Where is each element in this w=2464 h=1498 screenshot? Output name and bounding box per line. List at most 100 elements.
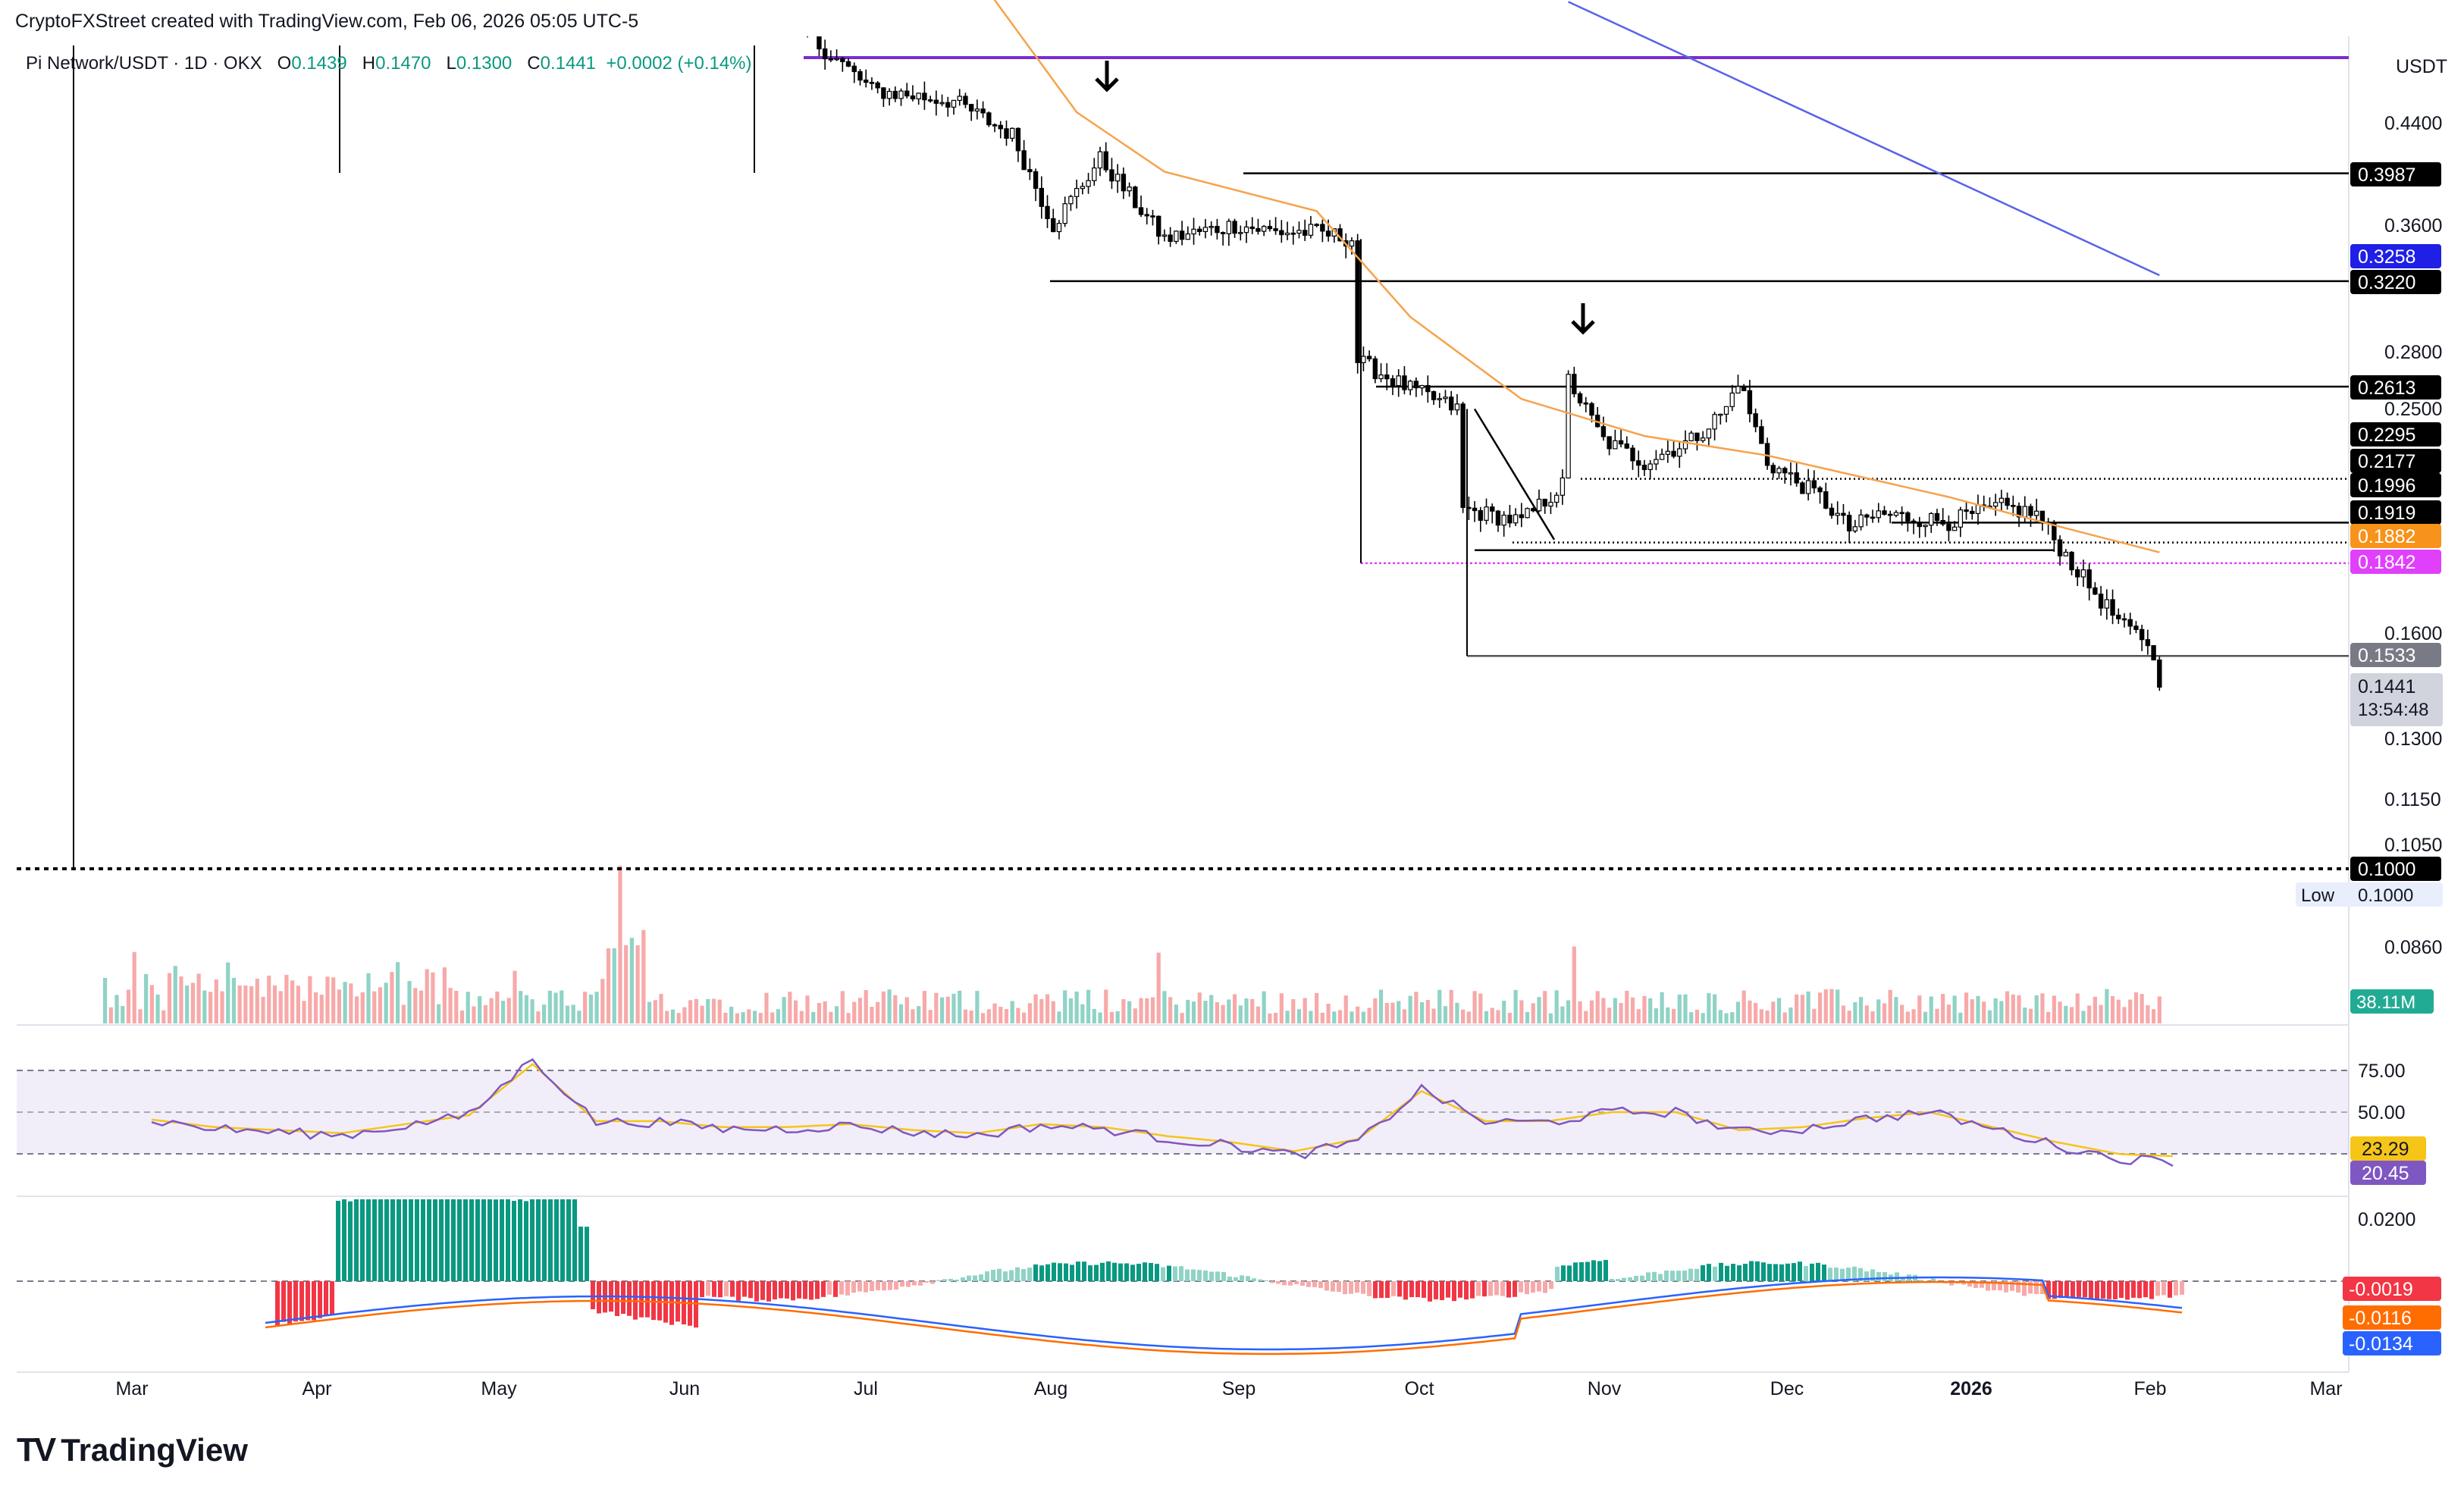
macd-bar (1628, 1277, 1632, 1281)
candle-body-up (1688, 432, 1694, 442)
macd-bar (1967, 1281, 1972, 1287)
volume-bar (1666, 1007, 1670, 1023)
macd-bar (1603, 1259, 1608, 1281)
time-tick-label: 2026 (1950, 1378, 1992, 1399)
volume-bar (1970, 999, 1974, 1023)
macd-bar (397, 1199, 401, 1281)
candle-body-down (1273, 228, 1278, 231)
price-label-bg (2350, 550, 2441, 574)
macd-bar (1858, 1268, 1863, 1281)
macd-bar (870, 1281, 874, 1292)
candle-body-down (2005, 497, 2010, 506)
candle (2034, 498, 2039, 523)
candle (1284, 221, 1290, 240)
candle-body-up (1068, 196, 1074, 205)
candle (1946, 515, 1951, 542)
tradingview-brand[interactable]: TV TradingView (17, 1431, 248, 1469)
macd-bar (791, 1281, 795, 1301)
volume-bar (835, 1006, 839, 1023)
candle (851, 62, 857, 83)
macd-bar (1052, 1262, 1056, 1281)
macd-bar (1276, 1281, 1281, 1284)
candle (1478, 506, 1483, 532)
volume-bar (917, 1006, 921, 1023)
volume-bar (425, 969, 429, 1023)
candle-body-up (1349, 240, 1355, 247)
macd-bar (730, 1281, 735, 1297)
candle-body-down (1917, 522, 1922, 528)
candle (1759, 419, 1764, 444)
volume-bar (811, 1011, 816, 1023)
candle-body-down (927, 99, 933, 102)
candle-body-down (1133, 186, 1138, 208)
candle (1302, 219, 1308, 241)
macd-bar (1986, 1281, 1990, 1291)
volume-bar (1162, 991, 1167, 1023)
macd-bar (518, 1199, 522, 1281)
candle (1981, 495, 1986, 512)
candle (1829, 503, 1835, 519)
candle-body-down (1671, 450, 1676, 457)
macd-bar (1828, 1268, 1832, 1281)
macd-bar (1773, 1264, 1778, 1281)
candle (807, 36, 808, 38)
macd-bar (536, 1199, 541, 1281)
volume-bar (1104, 989, 1108, 1023)
symbol-name[interactable]: Pi Network/USDT · 1D · OKX (26, 53, 262, 74)
volume-bar (114, 995, 119, 1023)
candle (1665, 440, 1671, 463)
volume-bar (1057, 1011, 1061, 1023)
volume-bar (1987, 1010, 1992, 1023)
volume-bar (2110, 995, 2115, 1023)
time-tick-label: Jun (669, 1378, 700, 1399)
candle-body-up (1080, 186, 1086, 190)
candle (1671, 440, 1676, 459)
volume-bar (606, 948, 611, 1023)
volume-bar (1707, 992, 1711, 1023)
macd-bar (1130, 1265, 1135, 1281)
macd-bar (773, 1281, 777, 1300)
candle-body-up (1062, 203, 1067, 224)
candle (1782, 466, 1788, 484)
macd-bar (700, 1281, 704, 1298)
volume-bar (735, 1013, 739, 1023)
macd-bar (1634, 1275, 1638, 1281)
macd-bar (1737, 1265, 1741, 1281)
volume-bar (2105, 989, 2109, 1023)
candle (1992, 494, 1998, 516)
macd-bar (1792, 1263, 1796, 1281)
volume-bar (337, 989, 341, 1023)
volume-bar (898, 1004, 904, 1023)
time-tick-label: Jul (854, 1378, 878, 1399)
candle (764, 0, 768, 12)
price-label-text: 0.2177 (2358, 451, 2415, 472)
candle-body-down (998, 124, 1003, 130)
macd-bar (1622, 1277, 1626, 1281)
candle-body-up (1613, 440, 1618, 450)
macd-bar (979, 1274, 983, 1281)
volume-bar (1748, 1000, 1752, 1023)
candle (1770, 462, 1776, 478)
candle-body-down (992, 124, 998, 127)
volume-bar (1027, 1003, 1032, 1023)
macd-bar (1980, 1281, 1984, 1288)
candle (1858, 509, 1864, 531)
macd-bar (1094, 1265, 1099, 1281)
candle (1155, 215, 1161, 245)
time-axis[interactable]: Mar Apr May Jun Jul Aug Sep Oct Nov Dec 2026 Feb Mar (115, 1378, 2342, 1399)
macd-bar (1415, 1281, 1420, 1298)
volume-bar (1402, 1009, 1407, 1023)
macd-bar (463, 1199, 468, 1281)
volume-bar (296, 986, 300, 1023)
macd-bar (888, 1281, 892, 1290)
volume-bar (173, 966, 177, 1023)
candle (2063, 549, 2068, 556)
volume-bar (1724, 1013, 1729, 1023)
candle-body-up (1361, 356, 1366, 363)
volume-bar (1513, 989, 1518, 1023)
price-label-tag: 0.3258 (2350, 244, 2441, 268)
candle-body-down (1150, 215, 1155, 218)
price-axis[interactable]: 0.4400 0.3600 0.2800 0.2500 0.1600 0.1300 0.11… (2296, 56, 2447, 1355)
candle-body-down (2052, 523, 2057, 541)
